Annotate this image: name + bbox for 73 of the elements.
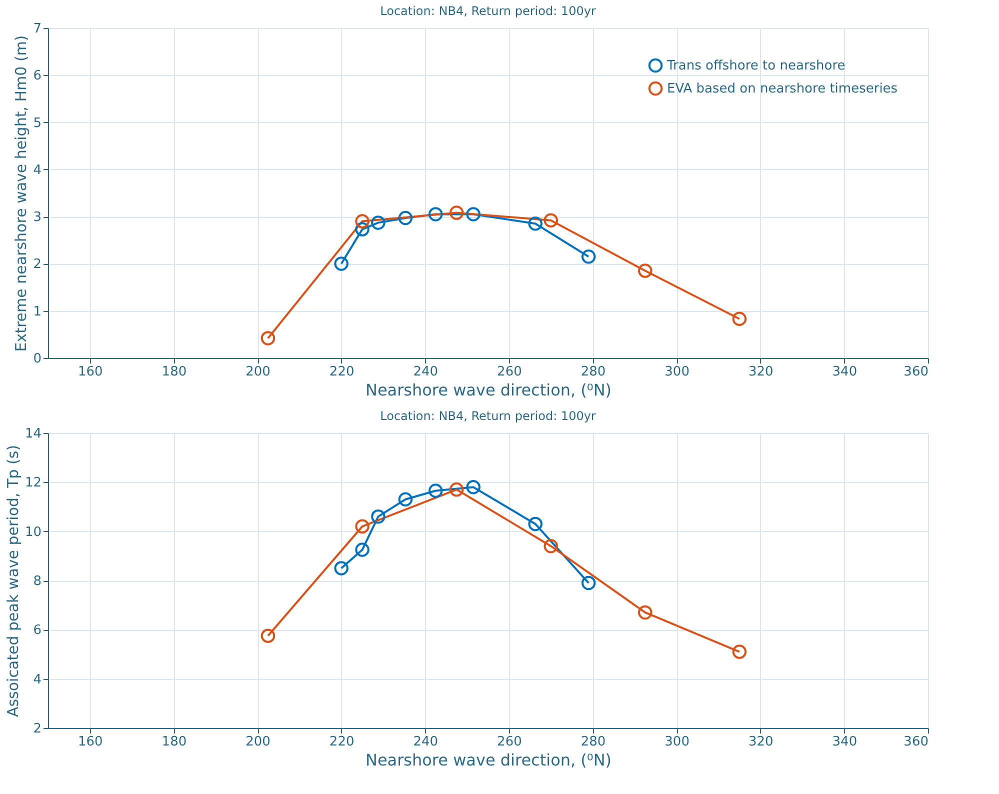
point (260, 628, 276, 643)
x-tick-label: 220 (329, 364, 354, 380)
point (638, 605, 652, 620)
point (355, 542, 370, 557)
x-tick-label: 340 (832, 364, 858, 380)
x-tick-label: 180 (162, 364, 187, 380)
legend-label: Trans offshore to nearshore (666, 58, 846, 74)
x-tick-label: 260 (497, 734, 522, 750)
x-tick-label: 220 (329, 734, 354, 750)
chart-title: Location: NB4, Return period: 100yr (380, 409, 596, 423)
point (449, 482, 464, 497)
point (544, 538, 558, 554)
y-axis-title: Extreme nearshore wave height, Hm0 (m) (12, 35, 30, 352)
x-tick-label: 240 (413, 364, 438, 380)
y-tick-label: 14 (24, 426, 42, 442)
x-tick-label: 300 (664, 364, 690, 380)
x-tick-label: 160 (78, 734, 103, 750)
y-tick-label: 12 (24, 476, 42, 491)
point (260, 331, 276, 346)
y-tick-label: 4 (33, 672, 42, 688)
point (638, 264, 652, 278)
point (355, 214, 370, 228)
point (355, 519, 370, 534)
point (528, 516, 542, 532)
y-tick-label: 6 (33, 623, 42, 638)
point (428, 207, 443, 222)
y-tick-label: 2 (33, 257, 42, 272)
y-axis-title: Assoicated peak wave period, Tp (s) (4, 444, 22, 718)
x-tick-label: 360 (904, 364, 928, 380)
y-tick-label: 2 (33, 722, 42, 736)
x-axis-title: Nearshore wave direction, (⁰N) (365, 380, 612, 400)
x-tick-label: 280 (580, 364, 606, 380)
point (355, 222, 370, 236)
legend-label: EVA based on nearshore timeseries (667, 82, 898, 96)
x-axis-title: Nearshore wave direction, (⁰N) (365, 750, 612, 770)
point (449, 206, 464, 220)
x-tick-label: 240 (413, 734, 438, 750)
y-tick-label: 5 (33, 116, 42, 131)
x-tick-label: 180 (162, 734, 187, 750)
point (334, 561, 348, 576)
point (732, 644, 747, 659)
point (466, 207, 480, 222)
x-tick-label: 320 (748, 364, 774, 380)
chart-title: Location: NB4, Return period: 100yr (380, 4, 596, 18)
y-tick-label: 8 (33, 574, 42, 589)
y-tick-label: 0 (33, 352, 42, 366)
point (334, 256, 348, 271)
x-tick-label: 320 (748, 734, 774, 750)
point (528, 216, 542, 231)
y-tick-label: 10 (24, 524, 42, 540)
y-tick-label: 3 (33, 210, 42, 226)
y-tick-label: 4 (33, 162, 42, 178)
point (581, 250, 596, 264)
x-tick-label: 340 (832, 734, 858, 750)
x-tick-label: 300 (664, 734, 690, 750)
point (371, 509, 386, 524)
x-tick-label: 260 (497, 364, 522, 380)
point (581, 576, 596, 590)
point (398, 492, 413, 506)
point (371, 216, 386, 230)
x-tick-label: 200 (246, 734, 270, 750)
x-tick-label: 160 (78, 364, 103, 380)
point (466, 480, 480, 494)
x-tick-label: 360 (904, 734, 928, 750)
y-tick-label: 6 (33, 68, 42, 84)
point (398, 210, 413, 226)
x-tick-label: 200 (246, 364, 270, 380)
point (544, 213, 558, 228)
y-tick-label: 1 (33, 304, 42, 320)
point (428, 484, 443, 498)
point (732, 312, 747, 326)
y-tick-label: 7 (33, 22, 42, 36)
x-tick-label: 280 (580, 734, 606, 750)
